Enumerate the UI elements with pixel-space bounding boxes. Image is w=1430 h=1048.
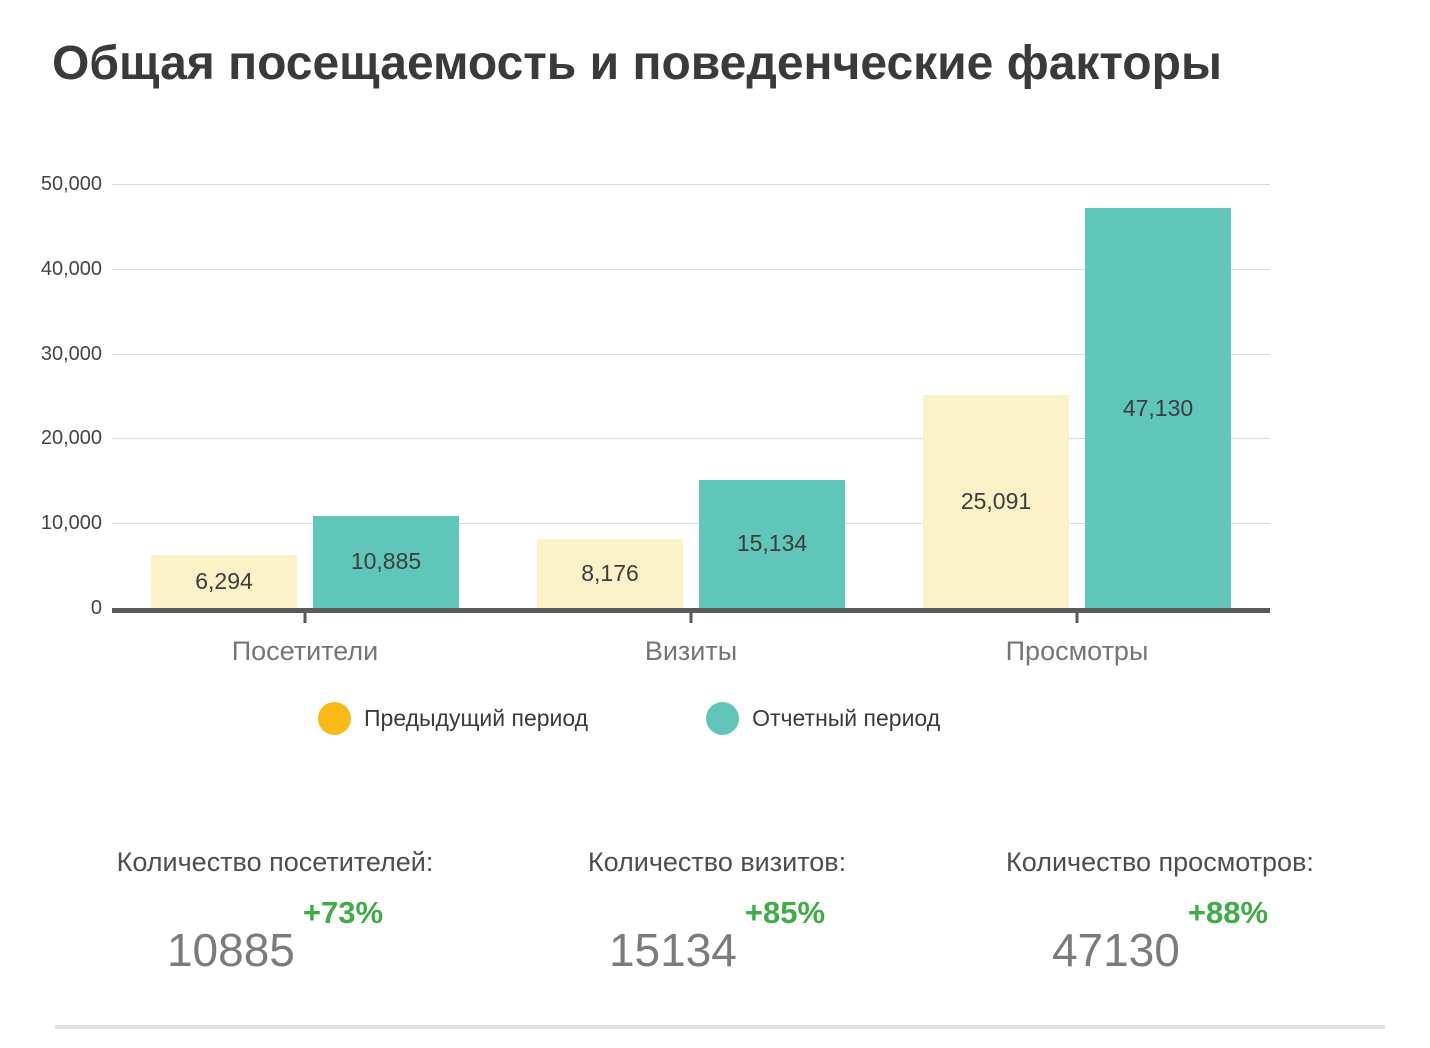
y-tick-label: 40,000 xyxy=(40,257,102,280)
gridline-30000 xyxy=(112,353,1270,355)
bar-value-label: 15,134 xyxy=(736,530,808,557)
legend-label: Предыдущий период xyxy=(364,705,589,731)
y-tick-label: 30,000 xyxy=(40,342,102,365)
legend-label: Отчетный период xyxy=(752,705,941,731)
y-tick-label: 20,000 xyxy=(40,427,102,450)
category-label-pageviews: Просмотры xyxy=(1005,636,1149,666)
gridline-20000 xyxy=(112,438,1270,440)
stat-value: 10885 xyxy=(166,924,295,976)
bar-value-label: 10,885 xyxy=(350,548,422,575)
x-axis-tick xyxy=(303,613,307,623)
category-label-visits: Визиты xyxy=(644,636,738,666)
bar-group-visits: 8,176 15,134 Визиты xyxy=(498,184,884,666)
gridline-50000 xyxy=(112,184,1270,185)
page-title: Общая посещаемость и поведенческие факто… xyxy=(52,37,1222,90)
stat-delta-badge: +85% xyxy=(744,895,826,930)
bar-previous-period-visitors[interactable]: 6,294 xyxy=(151,554,297,608)
bar-reporting-period-visits[interactable]: 15,134 xyxy=(699,479,845,608)
stat-visits: Количество визитов: 15134 +85% xyxy=(517,846,917,973)
legend-marker-icon xyxy=(706,702,740,735)
chart-legend: Предыдущий период Отчетный период xyxy=(318,702,940,735)
bar-value-label: 47,130 xyxy=(1122,394,1194,421)
y-tick-label: 0 xyxy=(90,597,102,619)
bar-previous-period-visits[interactable]: 8,176 xyxy=(537,538,683,608)
category-label-visitors: Посетители xyxy=(231,636,379,666)
plot-area: 50,000 40,000 30,000 20,000 10,000 0 6,2… xyxy=(41,173,1270,666)
stat-label: Количество посетителей: xyxy=(116,847,434,877)
gridline-40000 xyxy=(112,268,1270,270)
bar-value-label: 6,294 xyxy=(195,567,253,594)
bar-value-label: 8,176 xyxy=(581,559,639,586)
bar-reporting-period-pageviews[interactable]: 47,130 xyxy=(1085,208,1231,608)
stat-delta-badge: +73% xyxy=(302,895,384,930)
stat-visitors: Количество посетителей: 10885 +73% xyxy=(75,846,475,973)
y-tick-label: 50,000 xyxy=(40,173,102,195)
legend-item-previous-period[interactable]: Предыдущий период xyxy=(318,702,588,735)
bar-reporting-period-visitors[interactable]: 10,885 xyxy=(313,515,459,608)
stat-delta-badge: +88% xyxy=(1187,895,1269,930)
x-axis-tick xyxy=(689,613,693,623)
bar-group-pageviews: 25,091 47,130 Просмотры xyxy=(884,184,1270,666)
stat-label: Количество визитов: xyxy=(587,847,847,877)
legend-marker-icon xyxy=(318,702,351,735)
bar-value-label: 25,091 xyxy=(960,488,1032,515)
stat-label: Количество просмотров: xyxy=(1006,847,1314,877)
stat-value: 47130 xyxy=(1051,924,1180,976)
legend-item-reporting-period[interactable]: Отчетный период xyxy=(706,702,940,735)
stat-value: 15134 xyxy=(608,924,737,976)
stat-pageviews: Количество просмотров: 47130 +88% xyxy=(960,846,1360,973)
gridline-10000 xyxy=(112,523,1270,525)
bottom-divider xyxy=(55,1025,1385,1029)
x-axis-tick xyxy=(1075,613,1079,623)
bar-group-visitors: 6,294 10,885 Посетители xyxy=(112,184,498,666)
y-tick-label: 10,000 xyxy=(40,512,102,535)
bar-previous-period-pageviews[interactable]: 25,091 xyxy=(923,395,1069,608)
